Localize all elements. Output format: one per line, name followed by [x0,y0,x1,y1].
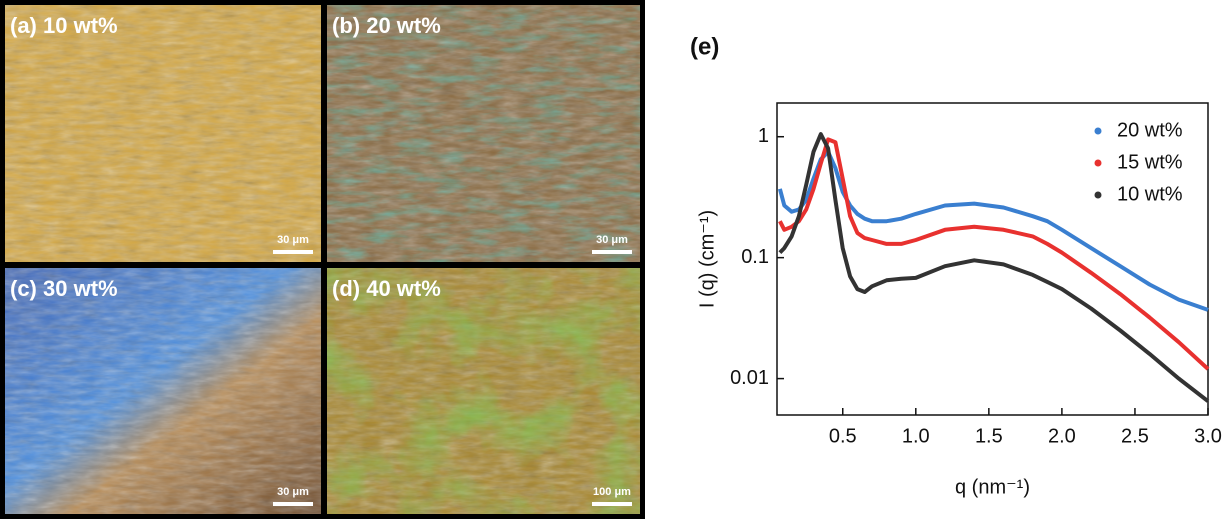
legend-marker [1094,159,1102,167]
x-tick-label: 3.0 [1194,425,1222,447]
scale-bar-label: 30 μm [277,486,309,498]
legend-label: 20 wt% [1117,119,1183,141]
series-line [777,149,1209,312]
series-line [778,137,1210,371]
scale-bar-label: 30 μm [596,234,628,246]
y-axis-label: I (q) (cm⁻¹) [696,210,718,308]
legend-marker [1094,191,1102,199]
panel-label: (c) 30 wt% [10,276,118,301]
scale-bar [273,502,313,506]
micrograph-b [327,5,640,262]
micrograph-d [327,268,640,514]
scale-bar [273,250,313,254]
panel-label: (d) 40 wt% [332,276,441,301]
plot-frame [776,102,1209,416]
x-axis-label: q (nm⁻¹) [955,476,1030,498]
x-tick-label: 2.0 [1048,425,1076,447]
legend-label: 15 wt% [1117,151,1183,173]
scale-bar-label: 30 μm [277,234,309,246]
micrograph-a [5,5,321,262]
y-tick-label: 0.1 [741,246,769,268]
scale-bar [592,502,632,506]
y-tick-label: 1 [758,125,769,147]
x-tick-label: 1.5 [975,425,1003,447]
scale-bar [592,250,632,254]
legend-marker [1094,127,1102,135]
scale-bar-label: 100 μm [593,486,631,498]
legend-label: 10 wt% [1117,183,1183,205]
panel-label: (a) 10 wt% [10,13,118,38]
y-tick-label: 0.01 [730,367,769,389]
panel-label: (b) 20 wt% [332,13,441,38]
x-tick-label: 1.0 [902,425,930,447]
x-tick-label: 2.5 [1121,425,1149,447]
panel-label: (e) [690,33,719,60]
series-line [778,132,1210,403]
x-tick-label: 0.5 [829,425,857,447]
micrograph-c [5,268,321,514]
